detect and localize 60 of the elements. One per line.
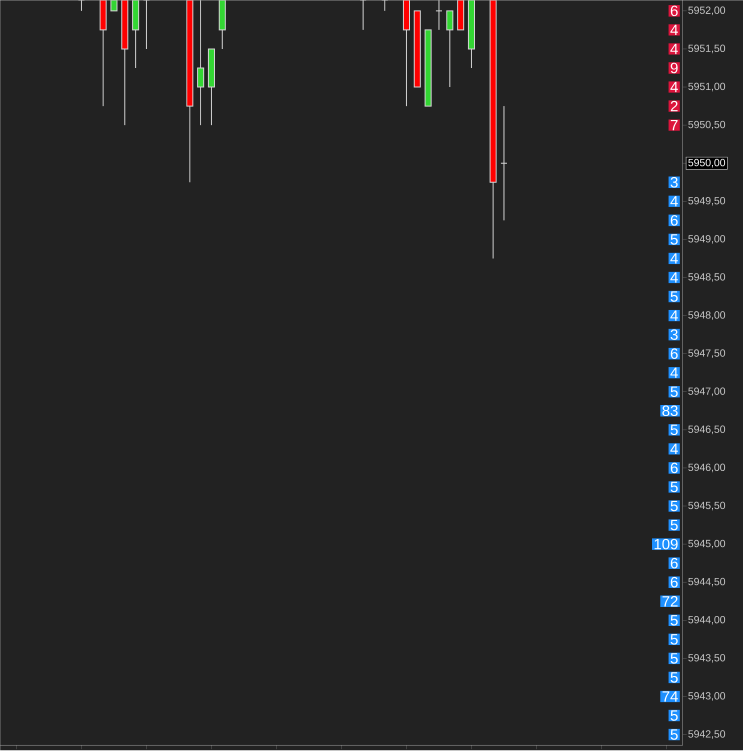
annotation: 4 [670, 368, 678, 378]
y-tick-label: 5947,50 [688, 349, 726, 358]
annotation: 109 [654, 538, 678, 550]
annotation: 5 [670, 672, 678, 683]
candlestick [500, 106, 508, 221]
annotation: 5 [670, 653, 678, 664]
candlestick [196, 0, 204, 126]
y-tick-label: 5946,50 [688, 426, 726, 434]
annotation: 6 [670, 576, 678, 588]
annotation: 3 [670, 176, 678, 188]
annotation: 5 [670, 729, 678, 740]
annotation: 2 [670, 100, 678, 112]
annotation: 6 [670, 6, 678, 16]
y-tick-label: 5945,00 [688, 540, 726, 548]
y-tick-label: 5951,50 [688, 44, 726, 54]
annotation: 4 [670, 272, 678, 283]
y-tick-label: 5949,50 [688, 197, 726, 206]
y-tick-label: 5946,00 [688, 464, 726, 472]
y-tick-label: 5944,50 [688, 578, 726, 587]
annotation: 4 [670, 253, 678, 264]
y-tick-label: 5949,00 [688, 235, 726, 244]
annotation: 5 [670, 500, 678, 512]
y-tick-label: 5951,00 [688, 82, 726, 92]
annotation: 83 [662, 406, 678, 416]
y-tick-label: 5945,50 [688, 502, 726, 510]
annotation: 72 [662, 596, 678, 606]
annotation: 5 [670, 291, 678, 302]
annotation: 4 [670, 310, 678, 321]
annotation: 4 [670, 44, 678, 54]
y-tick-label: 5950,50 [688, 120, 726, 130]
annotation: 5 [670, 634, 678, 645]
y-tick-label: 5952,00 [688, 6, 726, 16]
y-tick-label: 5947,00 [688, 387, 726, 396]
annotation: 7 [670, 120, 678, 130]
annotation: 74 [662, 691, 678, 702]
annotation: 6 [670, 215, 678, 226]
annotation: 3 [670, 329, 678, 340]
annotation: 5 [670, 482, 678, 492]
annotation: 9 [670, 62, 678, 74]
annotation: 4 [670, 82, 678, 92]
y-tick-label: 5943,50 [688, 654, 726, 663]
annotation: 6 [670, 348, 678, 359]
y-tick-label: 5942,50 [688, 730, 726, 739]
annotation: 6 [670, 558, 678, 568]
annotation: 5 [670, 386, 678, 397]
annotation: 4 [670, 24, 678, 36]
annotation: 5 [670, 234, 678, 245]
y-tick-label: 5948,00 [688, 311, 726, 320]
annotation: 5 [670, 615, 678, 626]
y-tick-label: 5948,50 [688, 273, 726, 282]
annotation: 5 [670, 710, 678, 721]
annotation: 6 [670, 462, 678, 474]
annotation: 5 [670, 424, 678, 436]
annotation: 4 [670, 196, 678, 206]
y-tick-label: 5943,00 [688, 692, 726, 701]
candlestick [446, 10, 454, 88]
candlestick [435, 0, 442, 30]
annotation: 5 [670, 520, 678, 530]
y-tick-label: 5944,00 [688, 616, 726, 625]
annotation: 4 [670, 444, 678, 454]
